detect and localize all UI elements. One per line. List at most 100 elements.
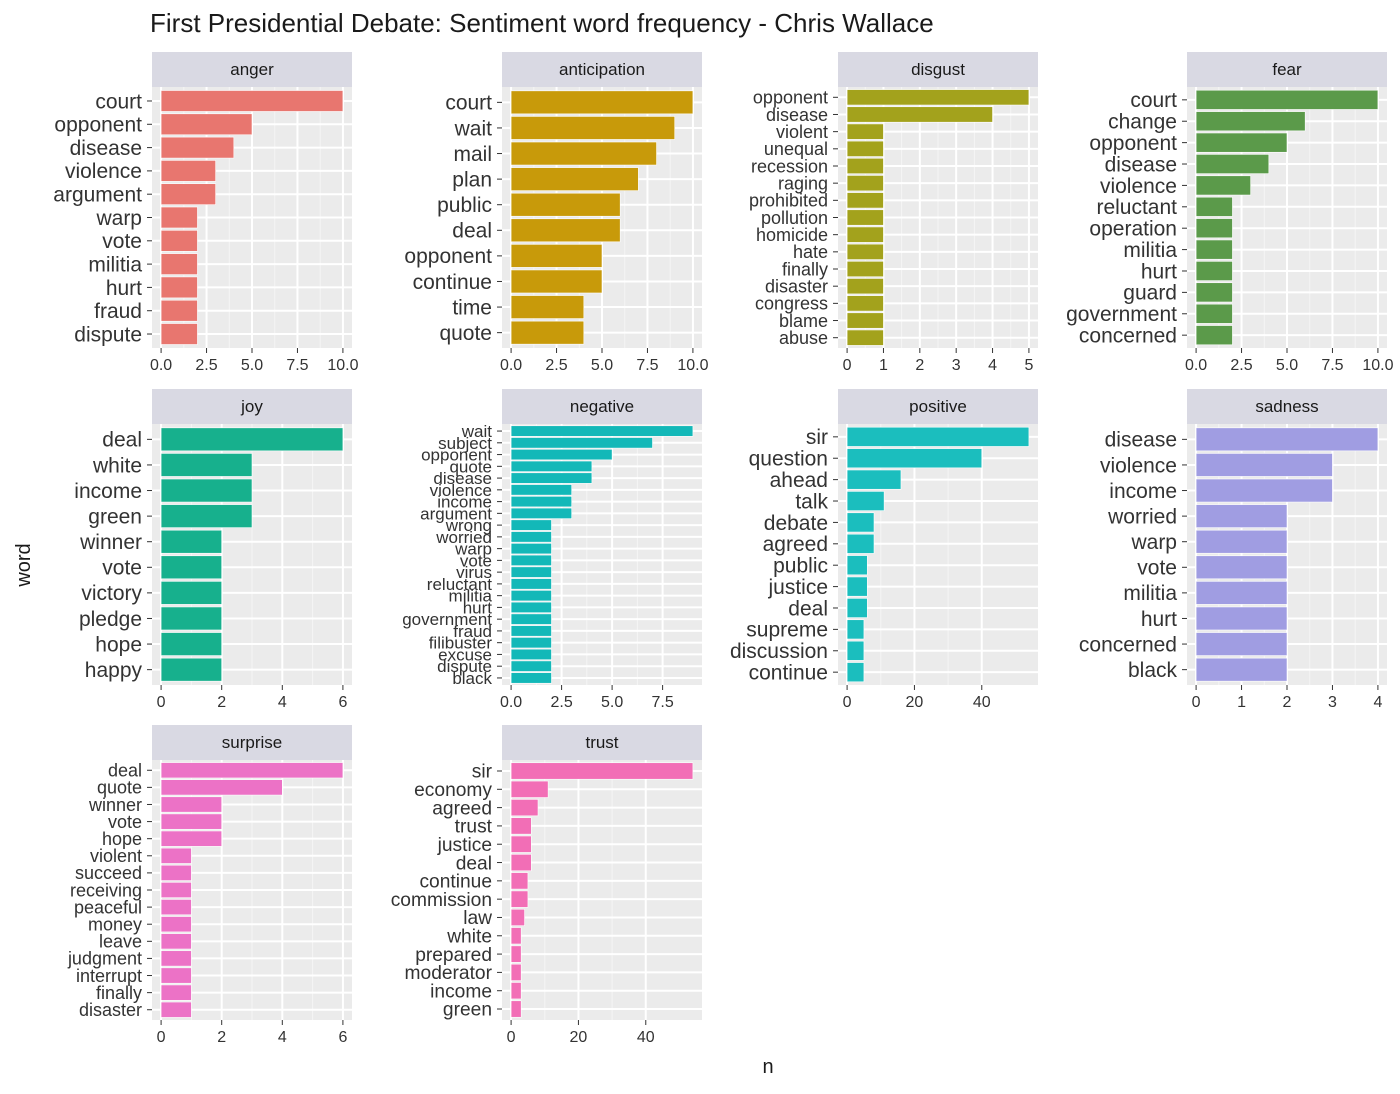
bar-dispute: [160, 323, 198, 345]
y-tick-label: disease: [1105, 429, 1177, 452]
y-tick-label: vote: [102, 230, 142, 253]
bar-court: [1195, 89, 1379, 110]
x-tick-label: 10.0: [327, 357, 358, 374]
chart-title: First Presidential Debate: Sentiment wor…: [150, 8, 934, 38]
bar-income: [1195, 478, 1333, 503]
x-tick-label: 2.5: [195, 357, 217, 374]
y-tick-label: prohibited: [749, 191, 828, 211]
bar-excuse: [510, 648, 552, 661]
bar-opponent: [1195, 132, 1288, 153]
y-tick-label: public: [773, 555, 828, 578]
y-tick-label: concerned: [1079, 633, 1177, 656]
y-tick-label: finally: [96, 983, 142, 1003]
x-tick-label: 10.0: [677, 357, 708, 374]
y-tick-label: dispute: [74, 323, 142, 346]
facet-strip-label: surprise: [222, 733, 282, 752]
bar-worried: [1195, 504, 1288, 528]
bar-supreme: [846, 619, 865, 640]
bar-recession: [846, 157, 884, 175]
bar-commission: [510, 890, 529, 908]
y-tick-label: justice: [767, 576, 828, 599]
bar-violence: [160, 160, 216, 182]
y-tick-label: black: [452, 669, 492, 688]
bar-pledge: [160, 606, 222, 631]
bar-opponent: [846, 89, 1030, 106]
y-tick-label: talk: [795, 490, 828, 513]
facet-strip: [152, 389, 352, 424]
x-tick-label: 0: [507, 1029, 516, 1046]
bar-income: [510, 496, 572, 508]
panel-disgust: disgust 0 1 2 3 4 5 opponentdiseaseviolentunequ…: [749, 52, 1038, 374]
y-tick-label: income: [430, 981, 492, 1002]
x-tick-label: 4: [988, 357, 997, 374]
bar-deal: [160, 762, 344, 779]
bar-warp: [160, 206, 198, 229]
y-tick-label: militia: [88, 253, 142, 276]
bar-violence: [510, 484, 572, 496]
bar-prepared: [510, 945, 522, 963]
y-tick-label: subject: [438, 434, 492, 453]
y-tick-label: justice: [437, 835, 492, 856]
y-tick-label: agreed: [432, 798, 492, 819]
y-tick-label: disaster: [79, 1000, 142, 1020]
y-tick-label: white: [92, 454, 142, 477]
bar-argument: [160, 183, 216, 205]
x-tick-label: 40: [637, 1029, 655, 1046]
y-tick-label: deal: [108, 761, 142, 781]
y-tick-label: winner: [79, 531, 142, 554]
bar-continue: [510, 872, 529, 890]
y-tick-label: public: [437, 194, 492, 217]
y-tick-label: argument: [420, 504, 492, 523]
x-tick-label: 7.5: [651, 694, 673, 711]
y-tick-label: opponent: [753, 88, 828, 108]
x-tick-label: 2: [915, 357, 924, 374]
facet-strip-label: joy: [240, 397, 263, 416]
bar-time: [510, 295, 585, 319]
panel-surprise: surprise 0 2 4 6 dealquotewinnervotehopeviole…: [67, 725, 352, 1046]
y-tick-label: worried: [1107, 505, 1177, 528]
x-tick-label: 5.0: [591, 357, 613, 374]
y-tick-label: concerned: [1079, 325, 1177, 348]
bar-agreed: [510, 799, 539, 817]
bar-violence: [1195, 453, 1333, 477]
bar-argument: [510, 507, 572, 519]
bar-peaceful: [160, 899, 192, 916]
facet-strip: [838, 52, 1038, 87]
y-tick-label: violence: [65, 160, 142, 183]
x-tick-label: 3: [952, 357, 961, 374]
x-tick-label: 7.5: [286, 357, 308, 374]
y-tick-label: discussion: [730, 640, 828, 663]
y-tick-label: deal: [452, 220, 492, 243]
bar-dispute: [510, 660, 552, 672]
y-tick-label: raging: [778, 173, 828, 193]
x-tick-label: 5.0: [1276, 357, 1298, 374]
y-tick-label: hurt: [463, 598, 493, 617]
y-tick-label: reluctant: [1096, 196, 1177, 219]
bar-quote: [160, 779, 283, 796]
bar-quote: [510, 460, 593, 472]
y-tick-label: quote: [449, 457, 492, 476]
bar-blame: [846, 312, 884, 329]
y-tick-label: opponent: [54, 114, 142, 137]
bar-hope: [160, 830, 222, 847]
panel-fear: fear 0.0 2.5 5.0 7.5 10.0 courtchangeopponentd…: [1066, 52, 1394, 374]
bar-violent: [160, 847, 192, 864]
bar-continue: [846, 662, 865, 683]
y-tick-label: income: [74, 480, 142, 503]
y-tick-label: happy: [85, 659, 143, 682]
y-tick-label: sir: [806, 426, 828, 449]
facet-strip: [838, 389, 1038, 424]
facet-strip-label: anticipation: [559, 60, 645, 79]
bar-agreed: [846, 533, 875, 554]
bar-debate: [846, 512, 875, 533]
x-tick-label: 2.5: [545, 357, 567, 374]
y-tick-label: violence: [430, 481, 492, 500]
y-tick-label: ahead: [770, 469, 828, 492]
bar-court: [510, 90, 694, 115]
y-tick-label: unequal: [764, 139, 828, 159]
y-tick-label: militia: [449, 587, 493, 606]
x-tick-label: 2: [217, 694, 226, 711]
bar-ahead: [846, 469, 902, 490]
y-tick-label: pledge: [79, 608, 142, 631]
